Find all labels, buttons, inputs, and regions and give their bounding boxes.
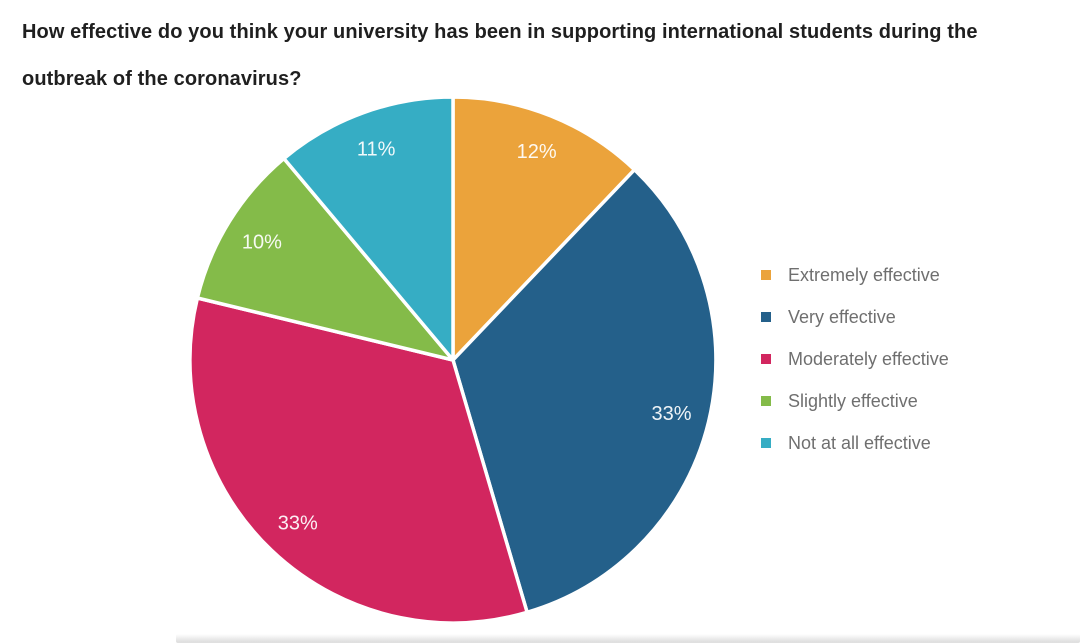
- legend-item-not-at-all-effective: Not at all effective: [761, 422, 949, 464]
- chart-legend: Extremely effective Very effective Moderat…: [761, 254, 949, 464]
- legend-swatch-icon: [761, 270, 771, 280]
- pie-slice-not-at-all-effective: [282, 95, 455, 362]
- legend-item-slightly-effective: Slightly effective: [761, 380, 949, 422]
- legend-item-label: Very effective: [788, 306, 896, 327]
- pie-slice-very-effective: [451, 167, 718, 615]
- legend-swatch-icon: [761, 312, 771, 322]
- bottom-shadow: [176, 634, 1080, 643]
- pie-slice-moderately-effective: [188, 296, 529, 625]
- legend-swatch-icon: [761, 438, 771, 448]
- legend-swatch-icon: [761, 354, 771, 364]
- pie-slice-extremely-effective: [451, 95, 637, 362]
- legend-item-label: Slightly effective: [788, 390, 918, 411]
- legend-swatch-icon: [761, 396, 771, 406]
- chart-title: How effective do you think your universi…: [22, 9, 1068, 103]
- legend-item-label: Extremely effective: [788, 264, 940, 285]
- pie-slice-value-label-moderately-effective: 33%: [278, 513, 318, 535]
- chart-title-line-2: outbreak of the coronavirus?: [22, 68, 302, 90]
- pie-slice-value-label-not-at-all-effective: 11%: [357, 139, 396, 161]
- pie-slice-value-label-slightly-effective: 10%: [242, 231, 282, 253]
- legend-item-very-effective: Very effective: [761, 296, 949, 338]
- pie-slice-value-label-very-effective: 33%: [651, 403, 691, 425]
- pie-slice-slightly-effective: [195, 156, 455, 362]
- legend-item-label: Moderately effective: [788, 348, 949, 369]
- legend-item-extremely-effective: Extremely effective: [761, 254, 949, 296]
- pie-slice-value-label-extremely-effective: 12%: [517, 141, 557, 163]
- chart-title-line-1: How effective do you think your universi…: [22, 21, 978, 43]
- legend-item-moderately-effective: Moderately effective: [761, 338, 949, 380]
- legend-item-label: Not at all effective: [788, 432, 931, 453]
